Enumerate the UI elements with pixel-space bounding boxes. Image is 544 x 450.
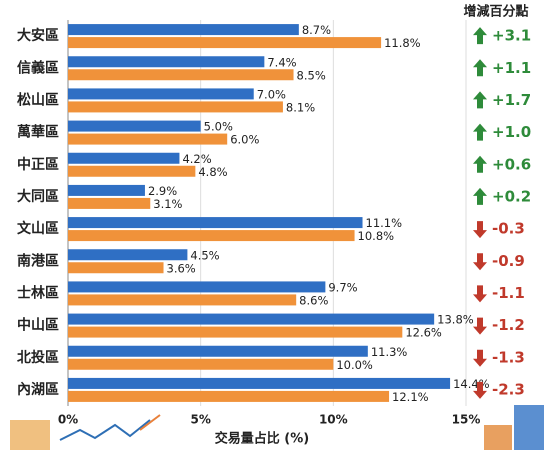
x-axis-title: 交易量占比 (%)	[215, 431, 309, 447]
bar	[68, 345, 368, 357]
bar	[68, 249, 188, 261]
change-label: -1.2	[492, 316, 525, 334]
value-label: 8.1%	[286, 100, 315, 114]
value-label: 2.9%	[148, 184, 177, 198]
y-tick-label: 中正區	[17, 156, 59, 173]
bar	[68, 101, 283, 113]
value-label: 5.0%	[204, 120, 233, 134]
value-label: 4.8%	[198, 165, 227, 179]
bar	[68, 390, 390, 402]
x-tick-label: 5%	[190, 413, 210, 427]
bar	[68, 88, 254, 100]
bar	[68, 197, 151, 209]
bar	[68, 377, 451, 389]
change-arrow	[473, 59, 487, 77]
bar	[68, 262, 164, 274]
bar	[68, 313, 435, 325]
change-arrow	[473, 27, 487, 45]
value-label: 3.6%	[167, 261, 196, 275]
change-arrow	[473, 285, 487, 303]
value-label: 8.7%	[302, 23, 331, 37]
x-tick-label: 10%	[319, 413, 348, 427]
change-label: -0.9	[492, 252, 525, 270]
bar	[68, 294, 297, 306]
y-tick-label: 內湖區	[17, 382, 59, 398]
value-label: 12.6%	[405, 326, 442, 340]
y-tick-label: 萬華區	[17, 124, 59, 141]
value-label: 3.1%	[153, 197, 182, 211]
change-arrow	[473, 349, 487, 367]
value-label: 10.0%	[336, 358, 373, 372]
bar	[68, 165, 196, 177]
value-label: 10.8%	[358, 229, 395, 243]
bar	[68, 69, 294, 81]
bar	[68, 184, 145, 196]
value-label: 6.0%	[230, 133, 259, 147]
bar	[68, 37, 382, 49]
x-tick-label: 15%	[452, 413, 481, 427]
value-label: 8.6%	[299, 293, 328, 307]
change-label: +1.1	[492, 59, 531, 77]
change-arrow	[473, 221, 487, 239]
y-tick-label: 信義區	[17, 59, 59, 76]
change-label: +0.2	[492, 187, 531, 205]
value-label: 7.4%	[267, 55, 296, 69]
value-label: 11.1%	[366, 216, 403, 230]
change-label: +1.0	[492, 123, 531, 141]
change-header: 增減百分點	[463, 4, 528, 20]
value-label: 13.8%	[437, 313, 474, 327]
bar	[68, 230, 355, 242]
change-label: +0.6	[492, 155, 531, 173]
change-label: -1.1	[492, 284, 525, 302]
change-label: -2.3	[492, 380, 525, 398]
bar	[68, 217, 363, 229]
bar	[68, 133, 228, 145]
y-tick-label: 中山區	[17, 317, 59, 334]
value-label: 14.4%	[453, 377, 490, 391]
value-label: 7.0%	[257, 87, 286, 101]
y-tick-label: 北投區	[17, 350, 59, 366]
value-label: 11.8%	[384, 36, 421, 50]
value-label: 9.7%	[328, 280, 357, 294]
bar	[68, 326, 403, 338]
y-tick-label: 文山區	[17, 220, 59, 237]
change-label: +1.7	[492, 91, 531, 109]
change-arrow	[473, 317, 487, 335]
bar	[68, 120, 201, 132]
value-label: 12.1%	[392, 390, 429, 404]
change-arrow	[473, 187, 487, 205]
y-tick-label: 南港區	[17, 252, 59, 269]
value-label: 8.5%	[297, 68, 326, 82]
value-label: 11.3%	[371, 345, 408, 359]
y-tick-label: 大同區	[17, 188, 59, 205]
bar	[68, 281, 326, 293]
bar	[68, 152, 180, 164]
y-tick-label: 士林區	[17, 284, 59, 301]
change-arrow	[473, 381, 487, 399]
change-arrow	[473, 123, 487, 141]
y-tick-label: 松山區	[17, 91, 59, 108]
change-label: -0.3	[492, 220, 525, 238]
change-arrow	[473, 155, 487, 173]
decoration	[10, 405, 544, 450]
x-tick-label: 0%	[58, 413, 78, 427]
change-label: +3.1	[492, 27, 531, 45]
change-label: -1.3	[492, 348, 525, 366]
bar	[68, 56, 265, 68]
change-arrow	[473, 253, 487, 271]
bar	[68, 358, 334, 370]
value-label: 4.5%	[190, 248, 219, 262]
value-label: 4.2%	[182, 152, 211, 166]
change-arrow	[473, 91, 487, 109]
y-tick-label: 大安區	[17, 27, 59, 44]
bar	[68, 24, 299, 36]
